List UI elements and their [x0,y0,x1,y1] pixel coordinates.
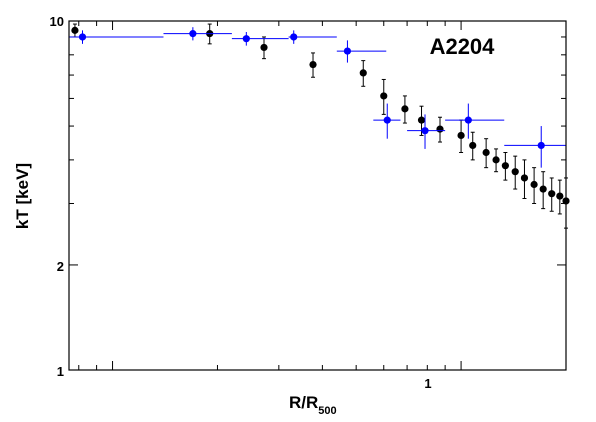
x-tick-label-1: 1 [424,376,431,391]
blue-data-point [464,116,472,124]
black-data-point [539,185,547,193]
black-data-point [436,125,444,133]
black-data-point [556,192,564,200]
y-tick-label-1: 1 [57,364,64,379]
black-data-point [71,26,79,34]
plot-frame [68,20,567,371]
blue-data-point [189,30,197,38]
x-axis-label: R/R500 [289,393,337,417]
x-axis-label-subscript: 500 [318,405,336,417]
cluster-name-annotation: A2204 [430,34,496,59]
black-data-point [401,105,409,113]
blue-data-point [537,141,545,150]
y-tick-label-10: 10 [50,14,64,29]
black-data-point [260,43,268,52]
y-axis-label: kT [keV] [13,163,32,229]
blue-data-point [421,127,429,135]
blue-data-point [343,47,352,55]
black-data-point [501,162,509,170]
black-data-point [469,141,477,150]
black-data-point [457,131,465,140]
y-tick-label-2: 2 [57,259,64,274]
black-data-point [380,92,388,100]
data-points [69,23,570,229]
black-data-point [520,174,529,182]
black-data-point [309,61,317,69]
black-data-point [511,168,519,176]
axis-ticks [69,20,567,371]
x-axis-label-main: R/R [289,393,318,412]
blue-data-point [78,33,87,41]
blue-data-point [383,116,391,124]
blue-data-point [242,35,250,43]
black-data-point [492,156,500,164]
black-data-point [417,116,426,124]
black-data-point [548,190,556,198]
black-data-point [482,148,490,157]
blue-data-point [290,33,298,41]
black-data-point [530,180,538,189]
black-data-point [359,69,367,77]
